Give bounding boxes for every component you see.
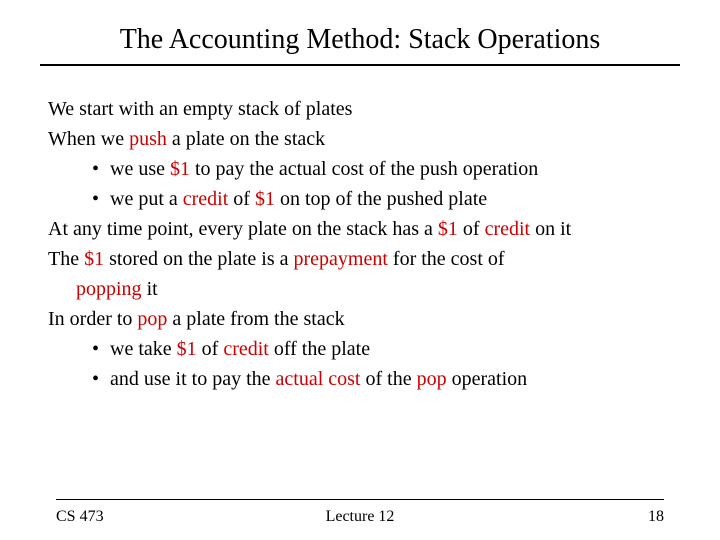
keyword: credit [183,188,229,210]
body-line: We start with an empty stack of plates [48,94,672,124]
keyword: pop [137,308,167,330]
text: of the [361,368,417,390]
slide-title: The Accounting Method: Stack Operations [40,0,680,66]
body-line: The $1 stored on the plate is a prepayme… [48,244,672,274]
keyword: $1 [170,158,190,180]
text: to pay the actual cost of the push opera… [190,158,538,180]
text: it [142,278,158,300]
keyword: credit [485,218,531,240]
bullet-line: •and use it to pay the actual cost of th… [92,364,672,394]
keyword: actual cost [276,368,361,390]
bullet-icon: • [92,334,110,364]
text: operation [447,368,528,390]
text: and use it to pay the [110,368,276,390]
body-line: In order to pop a plate from the stack [48,304,672,334]
footer-center: Lecture 12 [0,508,720,526]
slide-body: We start with an empty stack of plates W… [48,94,672,394]
text: The [48,248,84,270]
body-line: At any time point, every plate on the st… [48,214,672,244]
bullet-icon: • [92,154,110,184]
keyword: prepayment [294,248,388,270]
bullet-line: •we use $1 to pay the actual cost of the… [92,154,672,184]
keyword: pop [417,368,447,390]
bullet-icon: • [92,364,110,394]
text: for the cost of [388,248,505,270]
keyword: $1 [255,188,275,210]
text: on it [530,218,571,240]
slide: The Accounting Method: Stack Operations … [0,0,720,540]
text: on top of the pushed plate [275,188,487,210]
body-line: When we push a plate on the stack [48,124,672,154]
keyword: credit [223,338,269,360]
text: At any time point, every plate on the st… [48,218,438,240]
text: off the plate [269,338,370,360]
text: When we [48,128,129,150]
text: stored on the plate is a [104,248,293,270]
text: we use [110,158,170,180]
text: we put a [110,188,183,210]
text: In order to [48,308,137,330]
bullet-line: •we put a credit of $1 on top of the pus… [92,184,672,214]
bullet-line: •we take $1 of credit off the plate [92,334,672,364]
keyword: $1 [84,248,104,270]
body-line: popping it [76,274,672,304]
keyword: $1 [177,338,197,360]
keyword: push [129,128,167,150]
text: a plate on the stack [167,128,325,150]
text: we take [110,338,177,360]
keyword: $1 [438,218,458,240]
footer-divider [56,499,664,500]
page-number: 18 [648,508,664,526]
text: of [228,188,255,210]
bullet-icon: • [92,184,110,214]
keyword: popping [76,278,142,300]
text: of [197,338,224,360]
text: of [458,218,485,240]
text: a plate from the stack [167,308,344,330]
